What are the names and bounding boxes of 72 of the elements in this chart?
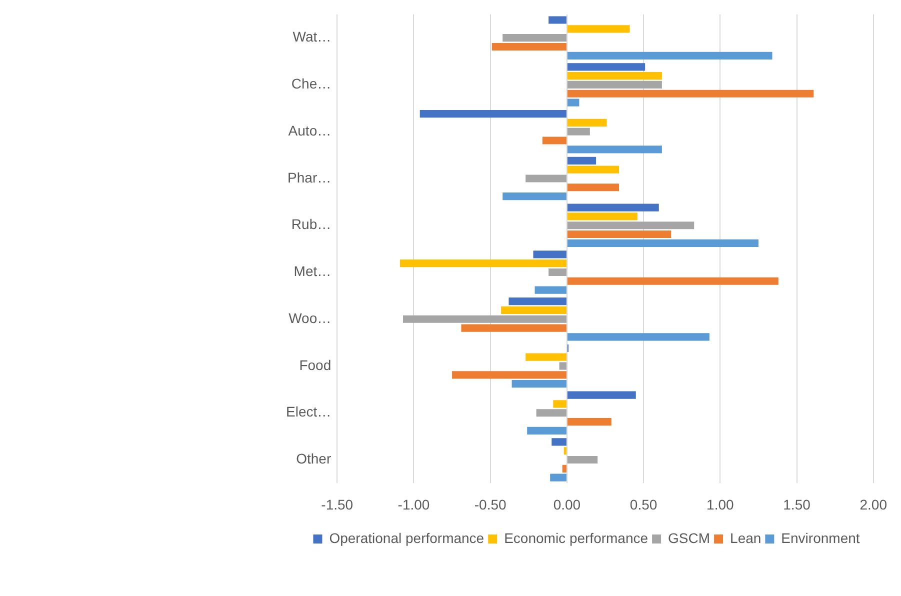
x-tick-label: 0.50 <box>630 496 658 512</box>
bar <box>567 90 814 98</box>
bar <box>567 72 662 80</box>
bar <box>567 222 694 230</box>
bar <box>420 110 566 118</box>
bar <box>567 204 659 212</box>
bar <box>527 426 566 434</box>
y-tick-label: Food <box>299 356 332 373</box>
x-tick-label: 1.50 <box>783 496 811 512</box>
bar <box>502 34 566 42</box>
bar <box>526 174 566 182</box>
bar <box>567 146 662 154</box>
bar <box>452 371 566 379</box>
bar <box>533 250 566 258</box>
bar <box>562 464 566 472</box>
bar <box>548 268 566 276</box>
x-tick-label: -1.00 <box>398 496 430 512</box>
bar <box>548 16 566 24</box>
bar <box>536 409 566 417</box>
bar <box>552 438 566 446</box>
bar <box>567 166 620 174</box>
legend-label: Lean <box>730 530 762 546</box>
legend-label: GSCM <box>668 530 710 546</box>
bar <box>564 447 566 455</box>
y-tick-label: Phar… <box>288 169 332 186</box>
legend-label: Economic performance <box>504 530 648 546</box>
bar <box>567 63 646 71</box>
bar <box>550 474 566 482</box>
y-tick-label: Auto… <box>288 122 332 138</box>
y-tick-label: Wat… <box>292 28 332 45</box>
legend-label: Operational performance <box>329 530 484 546</box>
bar <box>526 353 566 361</box>
legend-label: Environment <box>781 530 860 546</box>
bar <box>567 456 598 464</box>
bar <box>553 400 566 408</box>
bar <box>567 184 620 192</box>
bar <box>542 136 566 144</box>
bar <box>534 286 566 294</box>
bar <box>567 156 596 164</box>
bar <box>492 42 566 51</box>
bar <box>567 391 636 399</box>
bar <box>567 333 710 341</box>
bar <box>567 52 772 60</box>
y-tick-label: Rub… <box>291 216 332 232</box>
bar <box>403 315 566 323</box>
bar <box>567 80 662 89</box>
bar <box>567 98 580 106</box>
bar <box>559 362 566 370</box>
x-tick-label: 1.00 <box>706 496 734 512</box>
bar <box>501 306 566 314</box>
bar <box>461 324 566 332</box>
bar <box>567 128 590 136</box>
y-tick-label: Che… <box>291 76 332 92</box>
x-tick-label: 2.00 <box>860 496 888 512</box>
x-tick-label: 0.00 <box>553 496 581 512</box>
y-tick-label: Other <box>296 450 332 467</box>
bar <box>567 418 612 426</box>
bar <box>508 298 566 306</box>
bar <box>567 239 758 247</box>
bar <box>567 212 638 220</box>
bar <box>502 192 566 200</box>
y-tick-label: Met… <box>294 263 332 280</box>
bar <box>567 230 672 238</box>
x-tick-label: -1.50 <box>321 496 354 512</box>
x-tick-label: -0.50 <box>474 496 506 512</box>
y-tick-label: Elect… <box>286 404 332 420</box>
bar <box>567 277 778 285</box>
y-tick-label: Woo… <box>288 310 332 326</box>
bar <box>567 118 607 126</box>
bar <box>400 260 566 268</box>
bar <box>512 380 566 388</box>
bar <box>567 25 630 33</box>
